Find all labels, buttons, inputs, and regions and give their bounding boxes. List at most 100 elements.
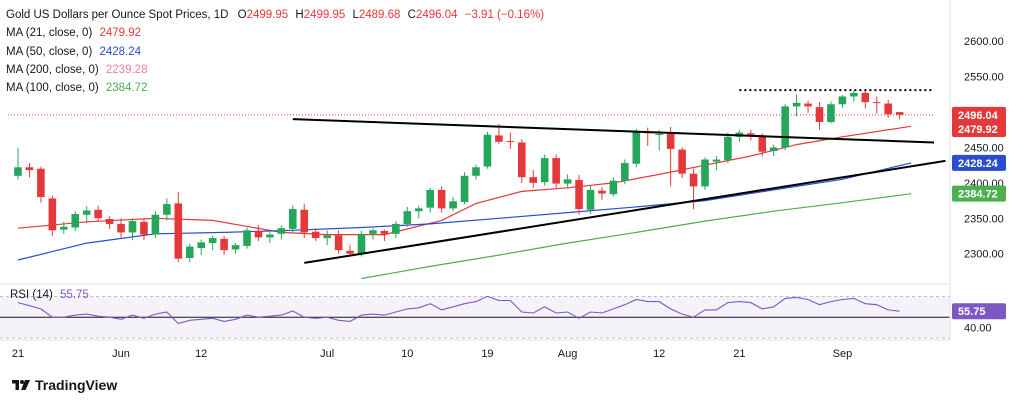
lower-trendline — [304, 159, 946, 264]
candle-body — [472, 167, 480, 176]
low-value: 2489.68 — [358, 9, 401, 21]
candle-body — [254, 231, 263, 238]
time-tick-label: Aug — [558, 348, 578, 360]
open-label: O — [237, 9, 247, 21]
candle-body — [758, 135, 767, 152]
candle-body — [712, 159, 721, 162]
candle-body — [60, 226, 68, 230]
upper-trendline — [292, 118, 935, 144]
ohlc-header: Gold US Dollars per Ounce Spot Prices, 1… — [6, 6, 544, 24]
close-label: C — [407, 9, 416, 21]
legend-ma200-label: MA (200, close, 0) — [6, 63, 99, 76]
candle-body — [289, 209, 297, 229]
rsi-label: RSI (14) — [10, 289, 53, 301]
time-tick-label: 19 — [481, 348, 493, 360]
candle-body — [437, 189, 446, 209]
high-label: H — [295, 9, 304, 21]
rsi-tick-label: 40.00 — [964, 323, 992, 335]
time-tick-label: 21 — [12, 348, 24, 360]
rsi-value-tag — [952, 303, 1006, 320]
tradingview-icon — [12, 380, 30, 390]
candle-body — [334, 235, 343, 251]
candle-body — [632, 131, 641, 164]
candle-body — [598, 190, 606, 194]
candle-body — [529, 177, 538, 183]
candle-body — [609, 180, 618, 195]
price-tick-label: 2300.00 — [964, 249, 1004, 261]
legend-ma200: MA (200, close, 0) 2239.28 — [6, 61, 544, 79]
candle-body — [575, 180, 583, 210]
candle-body — [426, 189, 434, 208]
candle-body — [884, 103, 892, 115]
time-tick-label: Sep — [833, 348, 853, 360]
legend-ma50-label: MA (50, close, 0) — [6, 45, 93, 58]
candle-body — [14, 167, 22, 176]
candle-body — [838, 96, 847, 105]
rsi-value-tag-label: 55.75 — [958, 306, 986, 318]
high-value: 2499.95 — [303, 9, 346, 21]
candle-body — [277, 228, 286, 234]
price-tag — [952, 154, 1006, 171]
price-tag — [952, 185, 1006, 202]
legend-ma100: MA (100, close, 0) 2384.72 — [6, 79, 544, 97]
candle-body — [895, 112, 904, 115]
price-tick-label: 2550.00 — [964, 72, 1004, 84]
candle-body — [151, 214, 160, 235]
brand-name: TradingView — [35, 377, 118, 393]
time-tick-label: 12 — [195, 348, 207, 360]
candle-body — [140, 221, 148, 235]
candle-body — [872, 102, 881, 104]
candle-body — [804, 103, 812, 107]
candle-body — [460, 175, 469, 202]
candle-body — [827, 104, 835, 122]
price-tag-label: 2496.04 — [958, 110, 999, 122]
tradingview-logo[interactable]: TradingView — [12, 377, 117, 393]
candle-body — [666, 134, 675, 149]
candle-body — [689, 173, 698, 187]
time-tick-label: 10 — [401, 348, 413, 360]
candle-body — [495, 135, 503, 142]
candle-body — [266, 234, 274, 238]
candle-body — [346, 250, 354, 254]
candle-body — [861, 92, 870, 103]
ma21-line — [17, 125, 912, 236]
candle-body — [403, 211, 412, 224]
candle-body — [815, 107, 824, 122]
candle-body — [792, 102, 801, 107]
change-value: −3.91 (−0.16%) — [464, 9, 545, 21]
rsi-value: 55.75 — [60, 289, 89, 301]
rsi-plot-area[interactable] — [0, 295, 950, 339]
open-value: 2499.95 — [246, 9, 289, 21]
candle-body — [117, 223, 125, 233]
ma50-line — [17, 162, 912, 261]
price-tag-label: 2479.92 — [958, 124, 998, 136]
close-value: 2496.04 — [415, 9, 458, 21]
price-tag-label: 2384.72 — [958, 189, 998, 201]
candle-body — [220, 238, 228, 251]
legend-ma100-value: 2384.72 — [105, 82, 148, 95]
candle-body — [208, 238, 217, 244]
candle-body — [163, 204, 171, 215]
candle-body — [678, 149, 686, 174]
time-tick-label: 21 — [733, 348, 745, 360]
candle-body — [311, 231, 320, 239]
candle-body — [25, 167, 34, 171]
chart-title: Gold US Dollars per Ounce Spot Prices, 1… — [6, 9, 229, 21]
candle-body — [586, 189, 595, 210]
rsi-legend: RSI (14) 55.75 — [10, 289, 89, 301]
legend-ma21-label: MA (21, close, 0) — [6, 27, 93, 40]
price-plot-area[interactable] — [8, 89, 946, 280]
candle-body — [48, 198, 57, 231]
candle-body — [185, 246, 194, 258]
price-tags: 55.75 2496.04 2479.92 2428.24 2384.72 — [952, 106, 1006, 320]
time-tick-label: 12 — [653, 348, 665, 360]
legend-ma100-label: MA (100, close, 0) — [6, 82, 99, 95]
candle-body — [174, 203, 183, 259]
candle-body — [37, 168, 45, 198]
candle-body — [518, 142, 526, 178]
time-tick-label: Jun — [112, 348, 130, 360]
price-tag — [952, 106, 1006, 123]
candle-body — [850, 92, 858, 97]
candle-body — [506, 141, 515, 143]
